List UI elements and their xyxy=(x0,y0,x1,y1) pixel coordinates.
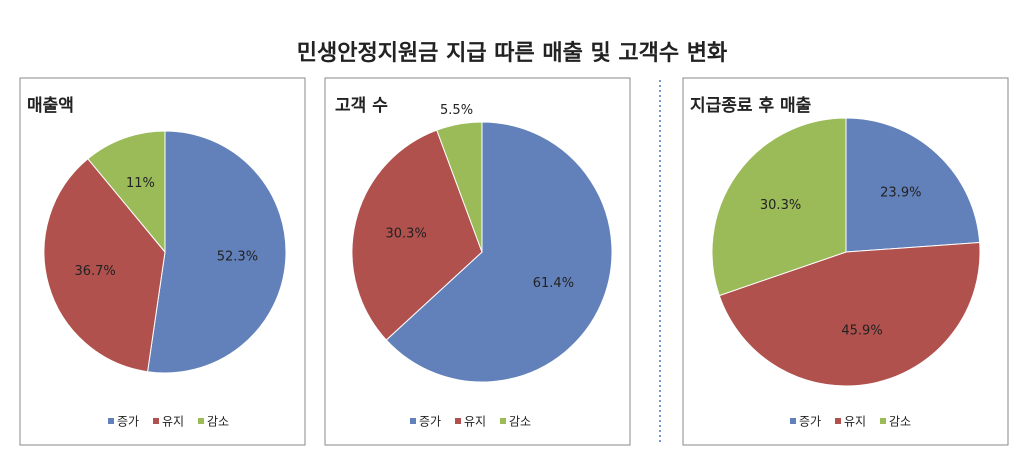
legend-label: 유지 xyxy=(464,415,486,429)
data-label: 52.3% xyxy=(217,250,258,265)
legend-marker xyxy=(198,418,204,424)
pie-slice xyxy=(87,130,166,254)
pie-slice xyxy=(351,129,483,341)
legend-marker xyxy=(880,418,886,424)
pie-slice xyxy=(385,121,613,383)
legend-marker xyxy=(410,418,416,424)
pie-slice xyxy=(711,117,847,297)
pie-slice xyxy=(147,130,287,374)
legend-label: 유지 xyxy=(844,415,866,429)
data-label: 23.9% xyxy=(880,186,921,201)
legend-label: 감소 xyxy=(207,415,229,429)
chart-title: 지급종료 후 매출 xyxy=(690,95,812,116)
main-title: 민생안정지원금 지급 따른 매출 및 고객수 변화 xyxy=(297,41,728,66)
legend-label: 증가 xyxy=(419,415,441,429)
legend-marker xyxy=(835,418,841,424)
pie-slice xyxy=(43,158,166,373)
legend-label: 감소 xyxy=(509,415,531,429)
pie-slice xyxy=(845,117,981,253)
pie-slice xyxy=(718,242,981,387)
legend-label: 증가 xyxy=(117,415,139,429)
data-label: 5.5% xyxy=(440,103,473,118)
legend-marker xyxy=(108,418,114,424)
legend-label: 증가 xyxy=(799,415,821,429)
legend-label: 감소 xyxy=(889,415,911,429)
data-label: 45.9% xyxy=(841,323,882,338)
data-label: 30.3% xyxy=(386,226,427,241)
data-label: 30.3% xyxy=(760,198,801,213)
legend-label: 유지 xyxy=(162,415,184,429)
legend-marker xyxy=(153,418,159,424)
legend-marker xyxy=(790,418,796,424)
legend-marker xyxy=(455,418,461,424)
data-label: 36.7% xyxy=(74,264,115,279)
chart-title: 고객 수 xyxy=(335,96,388,116)
data-label: 61.4% xyxy=(533,276,574,291)
chart-title: 매출액 xyxy=(27,96,74,116)
pie-slice xyxy=(436,121,483,253)
data-label: 11% xyxy=(126,176,155,191)
legend-marker xyxy=(500,418,506,424)
